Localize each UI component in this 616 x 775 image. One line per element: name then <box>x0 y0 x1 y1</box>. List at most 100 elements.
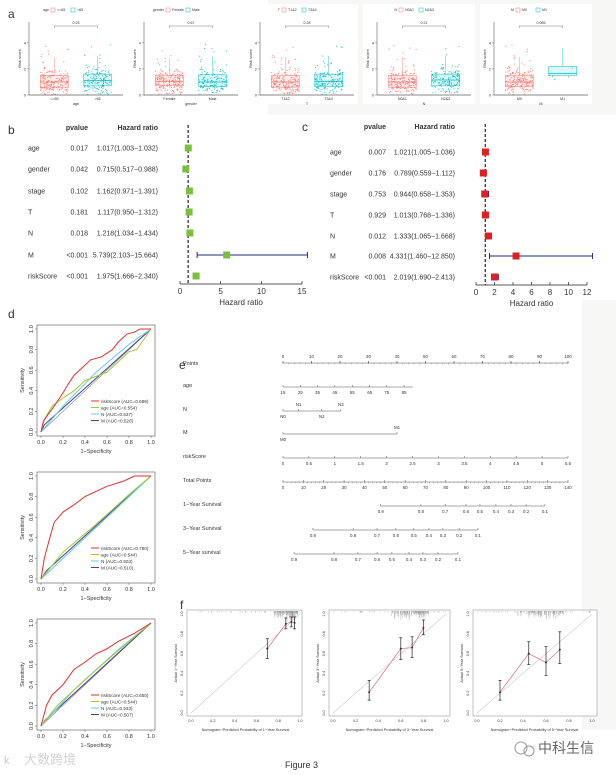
data-point <box>207 78 209 80</box>
data-point <box>438 82 440 84</box>
data-point <box>155 78 157 80</box>
data-point <box>280 67 282 69</box>
tick-label: 0.3 <box>508 509 515 514</box>
data-point <box>100 90 102 92</box>
tick-label: 50 <box>423 354 428 359</box>
data-point <box>275 84 277 86</box>
row-name: T <box>28 210 33 217</box>
data-point <box>400 77 402 79</box>
data-point <box>321 79 323 81</box>
data-point <box>396 86 398 88</box>
data-point <box>49 88 51 90</box>
data-point <box>178 77 180 79</box>
legend-label: <=65 <box>57 8 65 12</box>
data-point <box>455 76 457 78</box>
data-point <box>509 91 511 93</box>
y-tick-label: 0.2 <box>466 691 470 696</box>
data-point <box>324 84 326 86</box>
data-point <box>392 87 394 89</box>
data-point <box>160 77 162 79</box>
data-point <box>101 84 104 86</box>
data-point <box>105 76 107 78</box>
data-point <box>319 84 321 86</box>
data-point <box>167 93 169 95</box>
data-point <box>221 87 224 90</box>
data-point <box>215 80 217 82</box>
data-point <box>514 63 516 65</box>
legend-title: T <box>278 8 281 12</box>
legend-key <box>301 7 307 13</box>
x-tick-label: 5 <box>218 287 223 296</box>
data-point <box>156 89 158 91</box>
header-hazard-ratio: Hazard ratio <box>415 124 455 131</box>
calibration-point <box>558 648 561 651</box>
data-point <box>529 60 531 62</box>
data-point <box>532 70 534 72</box>
hazard-ratio-marker <box>481 148 489 156</box>
row-hazard-ratio: 1.117(0.950−1.312) <box>97 210 158 217</box>
data-point <box>65 92 67 95</box>
data-point <box>319 91 321 93</box>
data-point <box>531 83 533 85</box>
data-point <box>397 84 399 87</box>
data-point <box>415 48 417 50</box>
data-point <box>164 58 166 60</box>
tick-label: 40 <box>395 354 400 359</box>
data-point <box>332 83 334 85</box>
data-point <box>98 82 100 84</box>
y-tick-label: 0.0 <box>29 575 35 583</box>
data-point <box>413 84 415 87</box>
y-tick-label: 0 <box>139 93 142 98</box>
tick-label: 60 <box>452 354 457 359</box>
tick-label: 5.5 <box>565 461 572 466</box>
data-point <box>283 80 285 82</box>
data-point <box>95 78 97 80</box>
legend-label: riskScore (AUC=0.650) <box>101 693 149 698</box>
calibration-curve <box>266 621 295 649</box>
data-point <box>164 72 166 74</box>
data-point <box>203 85 206 87</box>
box <box>505 75 534 87</box>
data-point <box>513 58 515 60</box>
data-point <box>164 88 166 90</box>
data-point <box>278 85 280 87</box>
roc-plot-3: 0.00.0 0.2 0.2 0.4 0.4 0.6 0.6 0.8 0.8 1.0 1.0 1−Sp… <box>20 618 156 749</box>
data-point <box>442 66 444 68</box>
data-point <box>285 84 287 86</box>
data-point <box>291 93 293 95</box>
data-point <box>457 70 459 72</box>
data-point <box>509 73 511 75</box>
data-point <box>322 83 324 85</box>
data-point <box>519 87 521 89</box>
y-tick-label: 2 <box>24 66 27 71</box>
tick-label: 10 <box>301 485 306 490</box>
data-point <box>513 91 515 93</box>
data-point <box>509 79 511 81</box>
data-point <box>326 72 328 74</box>
data-point <box>397 85 399 87</box>
data-point <box>47 71 49 73</box>
data-point <box>278 88 280 90</box>
tick-label: 0.6 <box>393 533 400 538</box>
data-point <box>173 81 175 84</box>
x-tick-label: 0.4 <box>81 440 89 446</box>
data-point <box>96 87 98 90</box>
data-point <box>526 73 528 75</box>
x-axis-label: gender <box>185 102 198 106</box>
data-point <box>60 73 62 75</box>
x-tick-label: Male <box>209 97 217 101</box>
nomogram-row: riskScore 0 0.5 1 1.5 2 2.5 3 3.5 4 4.5 5 5.5 <box>183 454 572 466</box>
row-name: stage <box>28 189 45 196</box>
data-point <box>441 88 443 90</box>
data-point <box>446 81 449 83</box>
data-point <box>287 85 289 88</box>
data-point <box>44 79 46 81</box>
row-label: Points <box>183 361 199 367</box>
tick-label: 60 <box>403 485 408 490</box>
data-point <box>524 72 526 74</box>
data-point <box>290 92 292 94</box>
y-tick-label: 1.0 <box>466 611 470 616</box>
